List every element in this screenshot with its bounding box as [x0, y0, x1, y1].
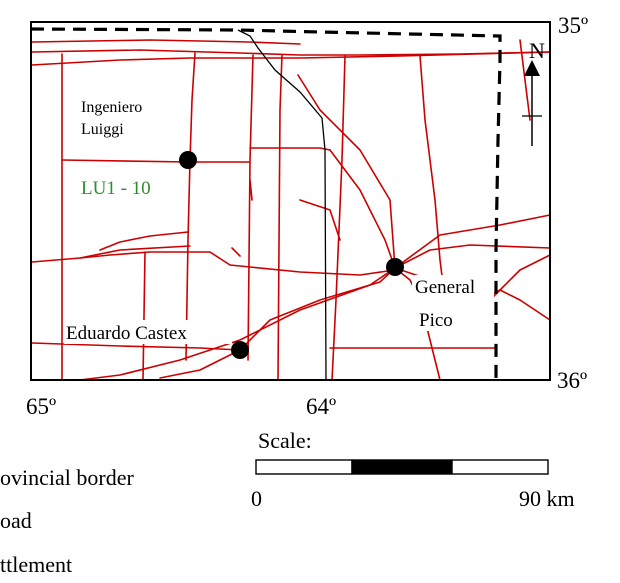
- scale-segment-3: [451, 459, 549, 475]
- lat-label-top: 35º: [558, 13, 588, 38]
- settlement-marker-eduardo-castex: [231, 341, 249, 359]
- settlement-marker-general-pico: [386, 258, 404, 276]
- scale-max-label: 90 km: [519, 486, 575, 511]
- eduardo-castex-label-bg: [64, 320, 232, 344]
- internal-boundaries: [237, 29, 327, 381]
- settlement-marker-ingeniero-luiggi: [179, 151, 197, 169]
- scale-label: Scale:: [258, 428, 312, 453]
- scale-bar: Scale: 0 90 km: [251, 428, 575, 511]
- place-label-general: General: [415, 277, 475, 298]
- legend: ovincial border oad ttlement: [0, 465, 134, 577]
- scale-segment-1: [255, 459, 353, 475]
- general-pico-label-bg: [412, 275, 494, 331]
- scale-min-label: 0: [251, 486, 262, 511]
- place-label-ingeniero: Ingeniero: [81, 99, 142, 116]
- legend-provincial-border: ovincial border: [0, 465, 134, 490]
- legend-road: oad: [0, 508, 32, 533]
- legend-settlement: ttlement: [0, 552, 72, 577]
- north-arrow: N: [522, 38, 545, 146]
- lon-label-mid: 64º: [306, 394, 336, 419]
- place-label-eduardo-castex: Eduardo Castex: [66, 323, 187, 344]
- north-label: N: [529, 38, 545, 63]
- site-code-label: LU1 - 10: [81, 178, 151, 199]
- lon-label-left: 65º: [26, 394, 56, 419]
- provincial-border: [30, 27, 502, 380]
- place-label-luiggi: Luiggi: [81, 121, 124, 138]
- place-label-pico: Pico: [419, 310, 453, 331]
- scale-segment-2: [351, 459, 453, 475]
- lat-label-bottom: 36º: [557, 368, 587, 393]
- road-network: [31, 39, 551, 381]
- map-frame: [30, 21, 551, 381]
